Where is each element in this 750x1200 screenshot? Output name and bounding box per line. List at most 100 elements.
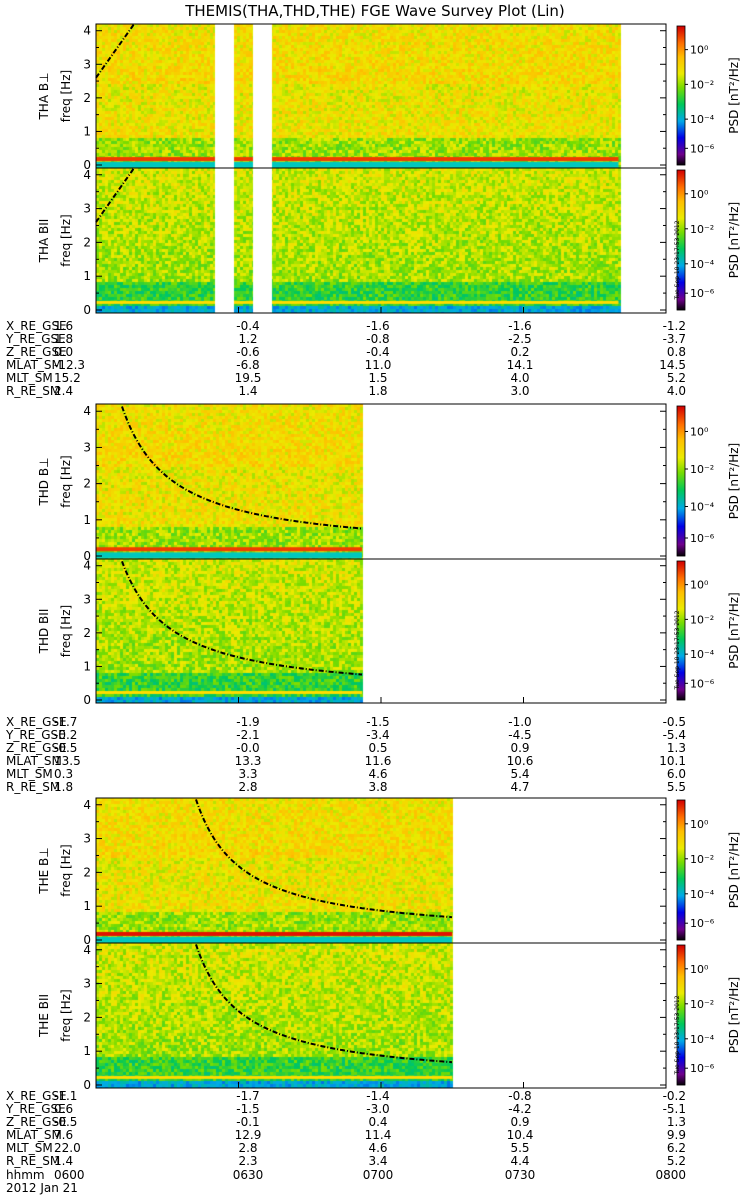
- ephemeris-label: MLT_SM: [6, 371, 53, 385]
- ephemeris-value: 0.4: [368, 1115, 387, 1129]
- ephemeris-label: MLT_SM: [6, 767, 53, 781]
- y-tick-label: 4: [83, 798, 91, 812]
- ephemeris-value: -3.0: [366, 1102, 389, 1116]
- ephemeris-value: -5.1: [663, 1102, 686, 1116]
- colorbar-tick-label: 10⁰: [690, 579, 709, 592]
- ephemeris-value: 0.2: [510, 345, 529, 359]
- ephemeris-value: 10.4: [507, 1128, 534, 1142]
- ephemeris-value: -12.3: [54, 358, 85, 372]
- ephemeris-value: 3.0: [510, 384, 529, 398]
- ephemeris-value: 7.6: [54, 1128, 73, 1142]
- ephemeris-value: 14.1: [507, 358, 534, 372]
- time-tick-label: 0600: [54, 1168, 85, 1182]
- gyro-curve-1: [121, 406, 363, 530]
- colorbar-tick-label: 10⁻²: [690, 998, 714, 1011]
- ephemeris-value: 13.5: [54, 754, 81, 768]
- ephemeris-value: 1.8: [368, 384, 387, 398]
- page-title: THEMIS(THA,THD,THE) FGE Wave Survey Plot…: [185, 2, 565, 20]
- time-tick-label: 0730: [505, 1168, 536, 1182]
- colorbar-tick-label: 10⁻⁴: [690, 648, 715, 661]
- ephemeris-value: -0.5: [54, 1115, 77, 1129]
- ephemeris-value: 4.0: [510, 371, 529, 385]
- colorbar-tick-label: 10⁰: [690, 818, 709, 831]
- timestamp-stamp: Tue Sep 18 23:17:53 2012: [674, 995, 681, 1075]
- ephemeris-value: 4.6: [368, 767, 387, 781]
- panel-ylabel: THA BII: [37, 219, 51, 264]
- panel-ylabel: THD BII: [37, 609, 51, 655]
- colorbar-tick-label: 10⁻²: [690, 463, 714, 476]
- ephemeris-value: 15.2: [54, 371, 81, 385]
- ephemeris-label: R_RE_SM: [6, 1154, 60, 1168]
- colorbar-tick-label: 10⁻⁶: [690, 677, 715, 690]
- ephemeris-value: -0.0: [236, 741, 259, 755]
- ephemeris-value: 0.0: [54, 345, 73, 359]
- colorbar-tick-label: 10⁻²: [690, 853, 714, 866]
- colorbar-tick-label: 10⁻⁴: [690, 501, 715, 514]
- freq-axis-label: freq [Hz]: [59, 214, 73, 266]
- ephemeris-value: -0.6: [236, 345, 259, 359]
- y-tick-label: 3: [83, 57, 91, 71]
- ephemeris-value: 13.3: [235, 754, 262, 768]
- y-tick-label: 2: [83, 235, 91, 249]
- ephemeris-value: 22.0: [54, 1141, 81, 1155]
- spectrogram-image: [96, 168, 666, 313]
- ephemeris-value: 1.4: [238, 384, 257, 398]
- timestamp-stamp: Tue Sep 18 23:17:53 2012: [674, 220, 681, 300]
- colorbar-label: PSD [nT²/Hz]: [727, 977, 741, 1053]
- ephemeris-value: -1.7: [236, 1089, 259, 1103]
- ephemeris-value: 1.3: [667, 1115, 686, 1129]
- ephemeris-value: -1.0: [508, 715, 531, 729]
- ephemeris-label: MLT_SM: [6, 1141, 53, 1155]
- ephemeris-value: 3.8: [368, 780, 387, 794]
- gyro-curve-1: [195, 799, 453, 919]
- ephemeris-value: 0.6: [54, 1102, 73, 1116]
- ephemeris-value: -0.8: [508, 1089, 531, 1103]
- y-tick-label: 4: [83, 168, 91, 182]
- panel-ylabel: THD B⊥: [37, 457, 51, 506]
- ephemeris-value: 5.2: [667, 371, 686, 385]
- y-tick-label: 0: [83, 549, 91, 563]
- ephemeris-label: Z_RE_GSE: [6, 345, 67, 359]
- colorbar-tick-label: 10⁻²: [690, 78, 714, 91]
- freq-axis-label: freq [Hz]: [59, 989, 73, 1041]
- ephemeris-value: -4.2: [508, 1102, 531, 1116]
- y-tick-label: 3: [83, 440, 91, 454]
- y-tick-label: 4: [83, 404, 91, 418]
- ephemeris-value: 4.7: [510, 780, 529, 794]
- ephemeris-label: Z_RE_GSE: [6, 1115, 67, 1129]
- y-tick-label: 1: [83, 513, 91, 527]
- ephemeris-value: 0.9: [510, 1115, 529, 1129]
- ephemeris-value: 19.5: [235, 371, 262, 385]
- y-tick-label: 2: [83, 865, 91, 879]
- ephemeris-value: 3.3: [238, 767, 257, 781]
- colorbar-tick-label: 10⁰: [690, 426, 709, 439]
- panel-ylabel: THA B⊥: [37, 72, 51, 120]
- ephemeris-value: -3.4: [366, 728, 389, 742]
- ephemeris-value: -0.5: [663, 715, 686, 729]
- ephemeris-value: 2.8: [238, 780, 257, 794]
- timestamp-stamp: Tue Sep 18 23:17:53 2012: [674, 610, 681, 690]
- colorbar-tick-label: 10⁻⁴: [690, 113, 715, 126]
- spectrogram-image: [96, 943, 666, 1088]
- y-tick-label: 2: [83, 626, 91, 640]
- ephemeris-value: -0.5: [54, 741, 77, 755]
- spectrogram-image: [96, 404, 666, 559]
- y-tick-label: 4: [83, 24, 91, 38]
- ephemeris-value: -0.2: [54, 728, 77, 742]
- y-tick-label: 0: [83, 1078, 91, 1092]
- y-tick-label: 3: [83, 977, 91, 991]
- ephemeris-value: 1.2: [238, 332, 257, 346]
- ephemeris-value: 2.8: [238, 1141, 257, 1155]
- ephemeris-value: -1.6: [508, 319, 531, 333]
- ephemeris-value: 4.0: [667, 384, 686, 398]
- ephemeris-value: 11.6: [365, 754, 392, 768]
- ephemeris-value: -3.7: [663, 332, 686, 346]
- y-tick-label: 2: [83, 1010, 91, 1024]
- ephemeris-value: 4.4: [510, 1154, 529, 1168]
- ephemeris-value: -2.5: [508, 332, 531, 346]
- ephemeris-value: -1.5: [366, 715, 389, 729]
- ephemeris-label: X_RE_GSE: [6, 1089, 67, 1103]
- y-tick-label: 4: [83, 559, 91, 573]
- ephemeris-value: 1.5: [368, 371, 387, 385]
- y-tick-label: 3: [83, 832, 91, 846]
